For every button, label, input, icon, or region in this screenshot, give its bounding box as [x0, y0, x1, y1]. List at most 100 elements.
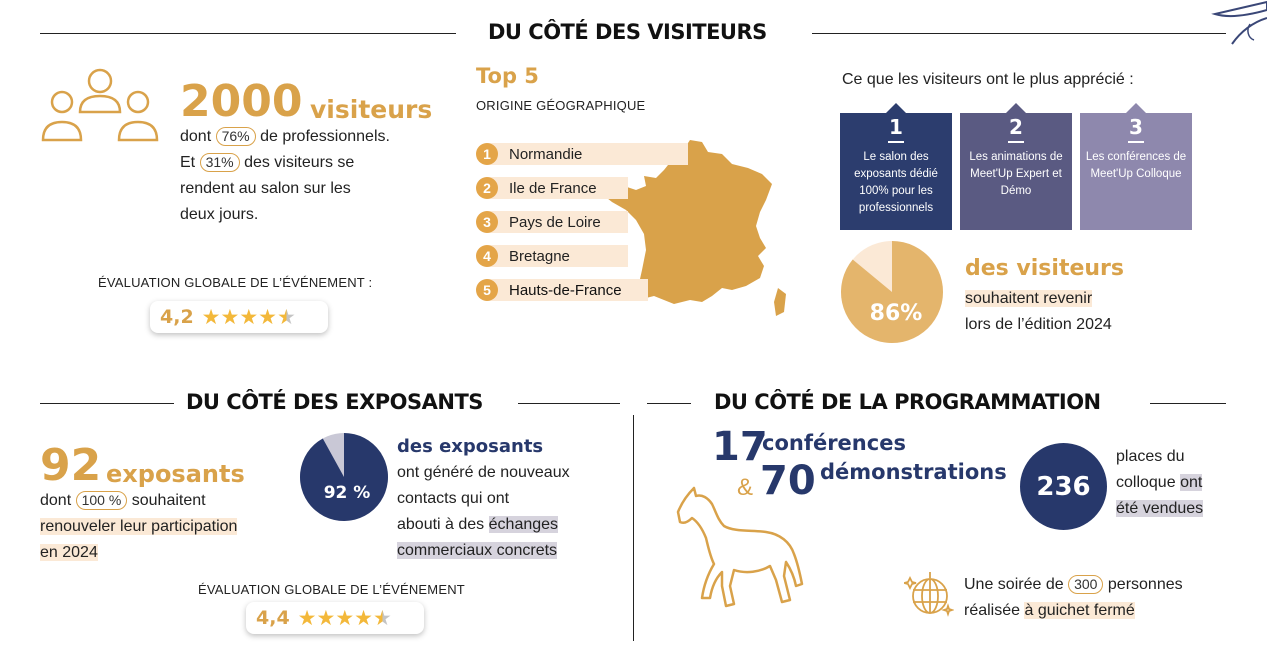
divider-line [40, 33, 456, 34]
exposants-pie-title: des exposants [397, 436, 544, 457]
pie-slice-86 [841, 241, 943, 343]
star-icon: ★ [297, 606, 317, 630]
origine-subtitle: ORIGINE GÉOGRAPHIQUE [476, 98, 646, 113]
star-half-icon: ★ [372, 606, 392, 630]
appreciated-card-2: 2 Les animations de Meet'Up Expert et Dé… [960, 103, 1072, 230]
revenir-text: souhaitent revenir lors de l’édition 202… [965, 286, 1112, 338]
top5-title: Top 5 [476, 64, 539, 88]
text-dont: dont [40, 492, 72, 509]
soiree-post: personnes [1107, 576, 1183, 593]
rating-value-exposants: 4,4 [256, 607, 290, 629]
soiree-pre: Une soirée de [964, 576, 1064, 593]
origin-num: 5 [476, 279, 498, 301]
divider-line [812, 33, 1226, 34]
renew-pct-badge: 100 % [75, 491, 128, 510]
places-text: places du colloque ont été vendues [1116, 444, 1204, 522]
origin-num: 2 [476, 177, 498, 199]
origin-label: Normandie [509, 145, 583, 163]
card-num: 2 [1009, 115, 1023, 139]
rating-label-visiteurs: ÉVALUATION GLOBALE DE L’ÉVÉNEMENT : [98, 275, 373, 290]
horse-icon [676, 486, 804, 608]
origin-item-3: 3 Pays de Loire [476, 210, 628, 234]
star-icon: ★ [239, 305, 259, 329]
pie-slice-92 [300, 433, 388, 521]
places-line1: places du [1116, 448, 1185, 465]
pie-text-echanges: échanges [488, 516, 559, 533]
origin-bar [488, 143, 688, 165]
origin-label: Ile de France [509, 179, 597, 197]
origin-label: Pays de Loire [509, 213, 601, 231]
pie-text-line4: commerciaux concrets [397, 542, 558, 559]
card-num: 3 [1129, 115, 1143, 139]
revenir-label: des visiteurs [965, 256, 1124, 281]
origin-bar [488, 245, 628, 267]
conf-label: conférences [762, 431, 906, 455]
pie-text-line3: abouti à des [397, 516, 485, 533]
soiree-guichet: à guichet fermé [1024, 602, 1135, 619]
soiree-text: Une soirée de 300 personnes réalisée à g… [964, 572, 1183, 624]
places-line3: été vendues [1116, 500, 1204, 517]
text-line4: deux jours. [180, 206, 259, 223]
pie-text-line2: contacts qui ont [397, 490, 510, 507]
amp-symbol: & [737, 474, 754, 501]
card-text: Le salon des exposants dédié 100% pour l… [854, 151, 938, 214]
text-visiteurs-se: des visiteurs se [244, 154, 355, 171]
france-map-icon [602, 140, 786, 316]
revenir-line1: souhaitent revenir [965, 290, 1093, 307]
origin-bar [488, 211, 628, 233]
revenir-line2: lors de l’édition 2024 [965, 316, 1112, 333]
origin-label: Bretagne [509, 247, 570, 265]
star-icon: ★ [354, 606, 373, 630]
card-text: Les conférences de Meet'Up Colloque [1085, 151, 1187, 180]
divider-line [1150, 403, 1226, 404]
divider-line [518, 403, 620, 404]
origin-num: 1 [476, 143, 498, 165]
appreciated-card-1: 1 Le salon des exposants dédié 100% pour… [840, 103, 952, 230]
text-line3: rendent au salon sur les [180, 180, 351, 197]
section-title-visiteurs: DU CÔTÉ DES VISITEURS [488, 20, 767, 44]
people-icon [41, 68, 159, 142]
rating-box-exposants: 4,4 ★ ★ ★ ★ ★ [246, 602, 424, 634]
text-souhaitent: souhaitent [131, 492, 206, 509]
card-num: 1 [889, 115, 903, 139]
pie-label-86: 86% [870, 301, 923, 326]
exposant-count-label: exposants [106, 460, 245, 488]
text-et: Et [180, 154, 196, 171]
places-line2: colloque [1116, 474, 1176, 491]
origin-bar [488, 177, 628, 199]
exposants-pie-chart: 92 % [300, 433, 388, 521]
leaf-decoration-icon [1211, 0, 1267, 45]
divider-line [647, 403, 691, 404]
exposant-count: 92 [40, 440, 102, 491]
rating-box-visiteurs: 4,2 ★ ★ ★ ★ ★ [150, 301, 328, 333]
revenir-pie-chart: 86% [841, 241, 943, 343]
pie-label-92: 92 % [324, 483, 371, 503]
origin-item-1: 1 Normandie [476, 142, 688, 166]
demo-count: 70 [760, 458, 816, 504]
apprecie-title: Ce que les visiteurs ont le plus appréci… [842, 71, 1134, 88]
origin-item-4: 4 Bretagne [476, 244, 628, 268]
visitor-stats-text: dont 76% de professionnels. Et 31% des v… [180, 124, 440, 228]
card-dash [1128, 141, 1144, 143]
section-title-programmation: DU CÔTÉ DE LA PROGRAMMATION [714, 390, 1101, 414]
card-notch [1006, 103, 1026, 113]
text-dont: dont [180, 128, 212, 145]
places-ont: ont [1180, 474, 1203, 491]
card-dash [888, 141, 904, 143]
section-title-exposants: DU CÔTÉ DES EXPOSANTS [186, 390, 483, 414]
places-count: 236 [1036, 471, 1091, 502]
visitor-count-label: visiteurs [310, 95, 433, 124]
text-en-2024: en 2024 [40, 544, 98, 561]
soiree-line2: réalisée [964, 602, 1021, 619]
soiree-count-badge: 300 [1068, 575, 1104, 594]
star-icon: ★ [258, 305, 277, 329]
places-circle: 236 [1020, 443, 1107, 530]
disco-ball-icon [904, 572, 954, 617]
star-icon: ★ [316, 606, 336, 630]
origin-item-5: 5 Hauts-de-France [476, 278, 648, 302]
text-professionnels: de professionnels. [260, 128, 390, 145]
star-icon: ★ [220, 305, 240, 329]
exposants-pie-text: ont généré de nouveaux contacts qui ont … [397, 460, 570, 564]
rating-label-exposants: ÉVALUATION GLOBALE DE L’ÉVÉNEMENT [198, 582, 465, 597]
card-notch [1126, 103, 1146, 113]
